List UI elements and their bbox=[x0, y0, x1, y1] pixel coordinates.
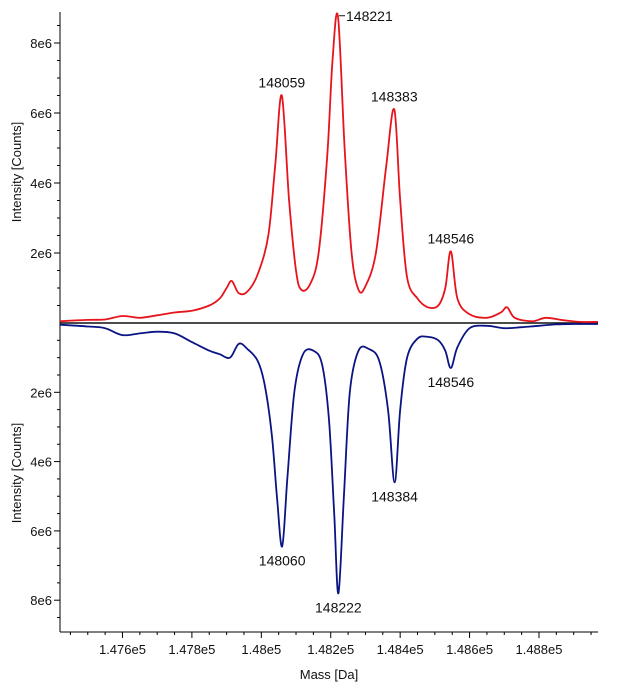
y-top-tick-label: 2e6 bbox=[30, 246, 52, 261]
spectrum-series bbox=[59, 12, 599, 595]
series-line-bottom bbox=[59, 323, 598, 595]
y-bottom-tick-label: 6e6 bbox=[30, 524, 52, 539]
y-bottom-tick-label: 8e6 bbox=[30, 593, 52, 608]
y-bottom-tick-label: 2e6 bbox=[30, 385, 52, 400]
x-tick-label: 1.48e5 bbox=[241, 642, 281, 657]
x-tick-label: 1.482e5 bbox=[307, 642, 354, 657]
y-bottom-tick-label: 4e6 bbox=[30, 455, 52, 470]
peak-labels: 148221 148059 148383 148546 148546 148384 1480… bbox=[258, 8, 474, 616]
x-tick-label: 1.488e5 bbox=[515, 642, 562, 657]
chart-axes: 1.476e5 1.478e5 1.48e5 1.482e5 1.484e5 1.486e… bbox=[30, 12, 598, 657]
peak-label: 148222 bbox=[315, 599, 362, 615]
peak-label: 148221 bbox=[346, 8, 393, 24]
y-top-tick-label: 6e6 bbox=[30, 106, 52, 121]
peak-label: 148059 bbox=[258, 75, 305, 91]
peak-label: 148384 bbox=[371, 488, 418, 504]
peak-label: 148060 bbox=[259, 552, 306, 568]
y-top-tick-label: 8e6 bbox=[30, 36, 52, 51]
x-tick-label: 1.476e5 bbox=[99, 642, 146, 657]
peak-label: 148546 bbox=[427, 374, 474, 390]
y-top-tick-label: 4e6 bbox=[30, 176, 52, 191]
x-tick-label: 1.486e5 bbox=[446, 642, 493, 657]
y-axis-label-top: Intensity [Counts] bbox=[9, 122, 24, 222]
x-tick-label: 1.484e5 bbox=[377, 642, 424, 657]
x-axis-label: Mass [Da] bbox=[300, 667, 359, 682]
x-tick-label: 1.478e5 bbox=[168, 642, 215, 657]
peak-label: 148383 bbox=[371, 89, 418, 105]
peak-label: 148546 bbox=[427, 230, 474, 246]
y-axis-label-bottom: Intensity [Counts] bbox=[9, 423, 24, 523]
series-line-top bbox=[59, 12, 599, 323]
